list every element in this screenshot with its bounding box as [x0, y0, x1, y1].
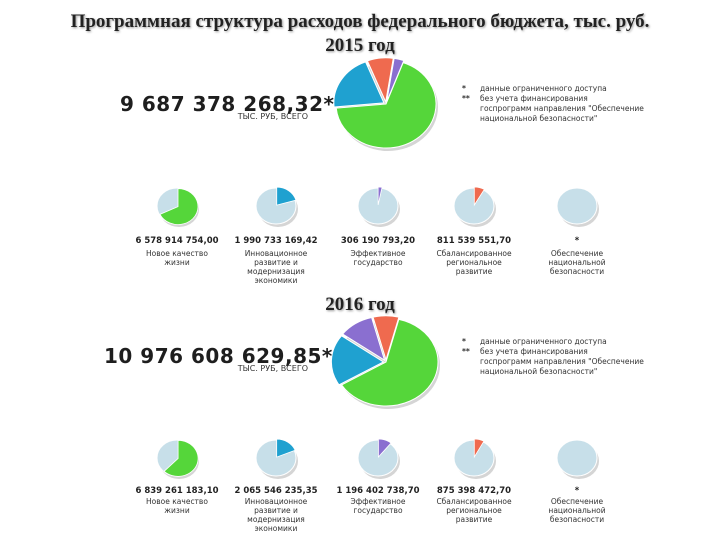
program-label-line: экономики	[254, 276, 298, 285]
program-label-line: Инновационное	[244, 249, 308, 258]
main-pie-1-slice-innovation	[330, 335, 385, 386]
program-label-line: региональное	[446, 506, 502, 515]
program-label-line: безопасности	[549, 515, 605, 524]
program-label-line: национальной	[548, 258, 606, 267]
total-unit-2015: ТЫС. РУБ, ВСЕГО	[237, 112, 308, 121]
small-pie-1-1-share	[276, 438, 296, 458]
note-mark: **	[462, 347, 470, 356]
program-label-line: региональное	[446, 258, 502, 267]
program-label: Эффективное государство	[328, 249, 428, 267]
program-label-line: модернизация	[247, 267, 305, 276]
small-pie-0-4-rest	[556, 187, 598, 225]
program-value: 1 196 402 738,70	[336, 486, 420, 496]
notes-2016: * данные ограниченного доступа ** без учета…	[462, 337, 682, 377]
program-value: *	[574, 486, 580, 496]
program-label: Сбалансированное региональное развитие	[424, 497, 524, 524]
main-pie-0-slice-innovation	[333, 61, 385, 108]
page-title: Программная структура расходов федеральн…	[0, 10, 720, 58]
program-label-line: Сбалансированное	[436, 497, 512, 506]
program-label-line: Новое качество	[146, 249, 208, 258]
note-text: госпрограмм направления "Обеспечение	[480, 104, 644, 113]
program-label-line: Сбалансированное	[436, 249, 512, 258]
program-label-line: экономики	[254, 524, 298, 533]
program-label-line: государство	[353, 258, 403, 267]
program-label-line: развитие	[455, 515, 493, 524]
program-value: 306 190 793,20	[340, 236, 416, 246]
program-label-line: жизни	[164, 506, 190, 515]
year-2016-heading: 2016 год	[325, 294, 395, 315]
program-label-line: жизни	[164, 258, 190, 267]
small-pie-1-3-share	[473, 438, 485, 459]
note-line: ** без учета финансирования	[462, 347, 682, 357]
note-line: ** без учета финансирования	[462, 94, 682, 104]
main-pie-0-slice-quality	[335, 62, 437, 149]
total-unit-2016: ТЫС. РУБ, ВСЕГО	[237, 364, 308, 373]
program-value: 2 065 546 235,35	[234, 486, 318, 496]
main-pie-1-slice-effective	[341, 316, 386, 362]
title-line-2: 2015 год	[325, 35, 395, 56]
program-value: *	[574, 236, 580, 246]
note-line: госпрограмм направления "Обеспечение	[462, 357, 682, 367]
program-label-line: Обеспечение	[550, 497, 604, 506]
small-pie-1-2-share	[378, 438, 392, 459]
notes-2015: * данные ограниченного доступа ** без учета…	[462, 84, 682, 124]
note-mark: *	[462, 84, 466, 93]
title-line-1: Программная структура расходов федеральн…	[70, 11, 650, 32]
note-line: национальной безопасности"	[462, 367, 682, 377]
note-text: данные ограниченного доступа	[480, 84, 607, 93]
note-line: * данные ограниченного доступа	[462, 84, 682, 94]
note-line: национальной безопасности"	[462, 114, 682, 124]
small-pie-0-1-share	[276, 186, 297, 206]
program-label-line: государство	[353, 506, 403, 515]
small-pie-1-0-share	[163, 440, 199, 477]
program-value: 875 398 472,70	[436, 486, 512, 496]
note-text: данные ограниченного доступа	[480, 337, 607, 346]
total-2016: 10 976 608 629,85**	[104, 344, 344, 368]
program-value: 6 578 914 754,00	[135, 236, 219, 246]
note-mark: *	[462, 337, 466, 346]
total-2015: 9 687 378 268,32**	[120, 92, 346, 116]
program-label-line: развитие и	[254, 506, 298, 515]
small-pie-0-0-share	[159, 188, 199, 225]
program-label-line: безопасности	[549, 267, 605, 276]
program-label-line: национальной	[548, 506, 606, 515]
note-line: госпрограмм направления "Обеспечение	[462, 104, 682, 114]
program-label-line: развитие и	[254, 258, 298, 267]
program-value: 811 539 551,70	[436, 236, 512, 246]
small-pie-1-4-rest	[556, 439, 598, 477]
note-text: без учета финансирования	[480, 347, 588, 356]
note-text: без учета финансирования	[480, 94, 588, 103]
program-label: Обеспечение национальной безопасности	[527, 249, 627, 276]
small-pie-1-2-rest	[357, 439, 399, 477]
note-mark: **	[462, 94, 470, 103]
program-label-line: Эффективное	[350, 249, 406, 258]
main-pie-1-slice-regional	[372, 315, 400, 362]
note-line: * данные ограниченного доступа	[462, 337, 682, 347]
main-pie-0-slice-effective	[386, 57, 405, 103]
program-label: Новое качество жизни	[127, 497, 227, 515]
note-text: госпрограмм направления "Обеспечение	[480, 357, 644, 366]
program-value: 6 839 261 183,10	[135, 486, 219, 496]
note-text: национальной безопасности"	[480, 367, 598, 376]
program-label-line: Эффективное	[350, 497, 406, 506]
program-label: Инновационное развитие и модернизация эконо…	[226, 249, 326, 285]
program-label-line: Обеспечение	[550, 249, 604, 258]
program-label: Эффективное государство	[328, 497, 428, 515]
program-label: Новое качество жизни	[127, 249, 227, 267]
main-pie-1-slice-quality	[340, 318, 439, 407]
note-text: национальной безопасности"	[480, 114, 598, 123]
program-label-line: Новое качество	[146, 497, 208, 506]
program-label: Сбалансированное региональное развитие	[424, 249, 524, 276]
program-label-line: Инновационное	[244, 497, 308, 506]
small-pie-0-2-share	[377, 186, 383, 206]
program-value: 1 990 733 169,42	[234, 236, 318, 246]
program-label: Инновационное развитие и модернизация эконо…	[226, 497, 326, 533]
program-label: Обеспечение национальной безопасности	[527, 497, 627, 524]
program-label-line: развитие	[455, 267, 493, 276]
main-pie-0-slice-regional	[366, 57, 394, 104]
program-label-line: модернизация	[247, 515, 305, 524]
small-pie-0-3-share	[473, 186, 485, 207]
